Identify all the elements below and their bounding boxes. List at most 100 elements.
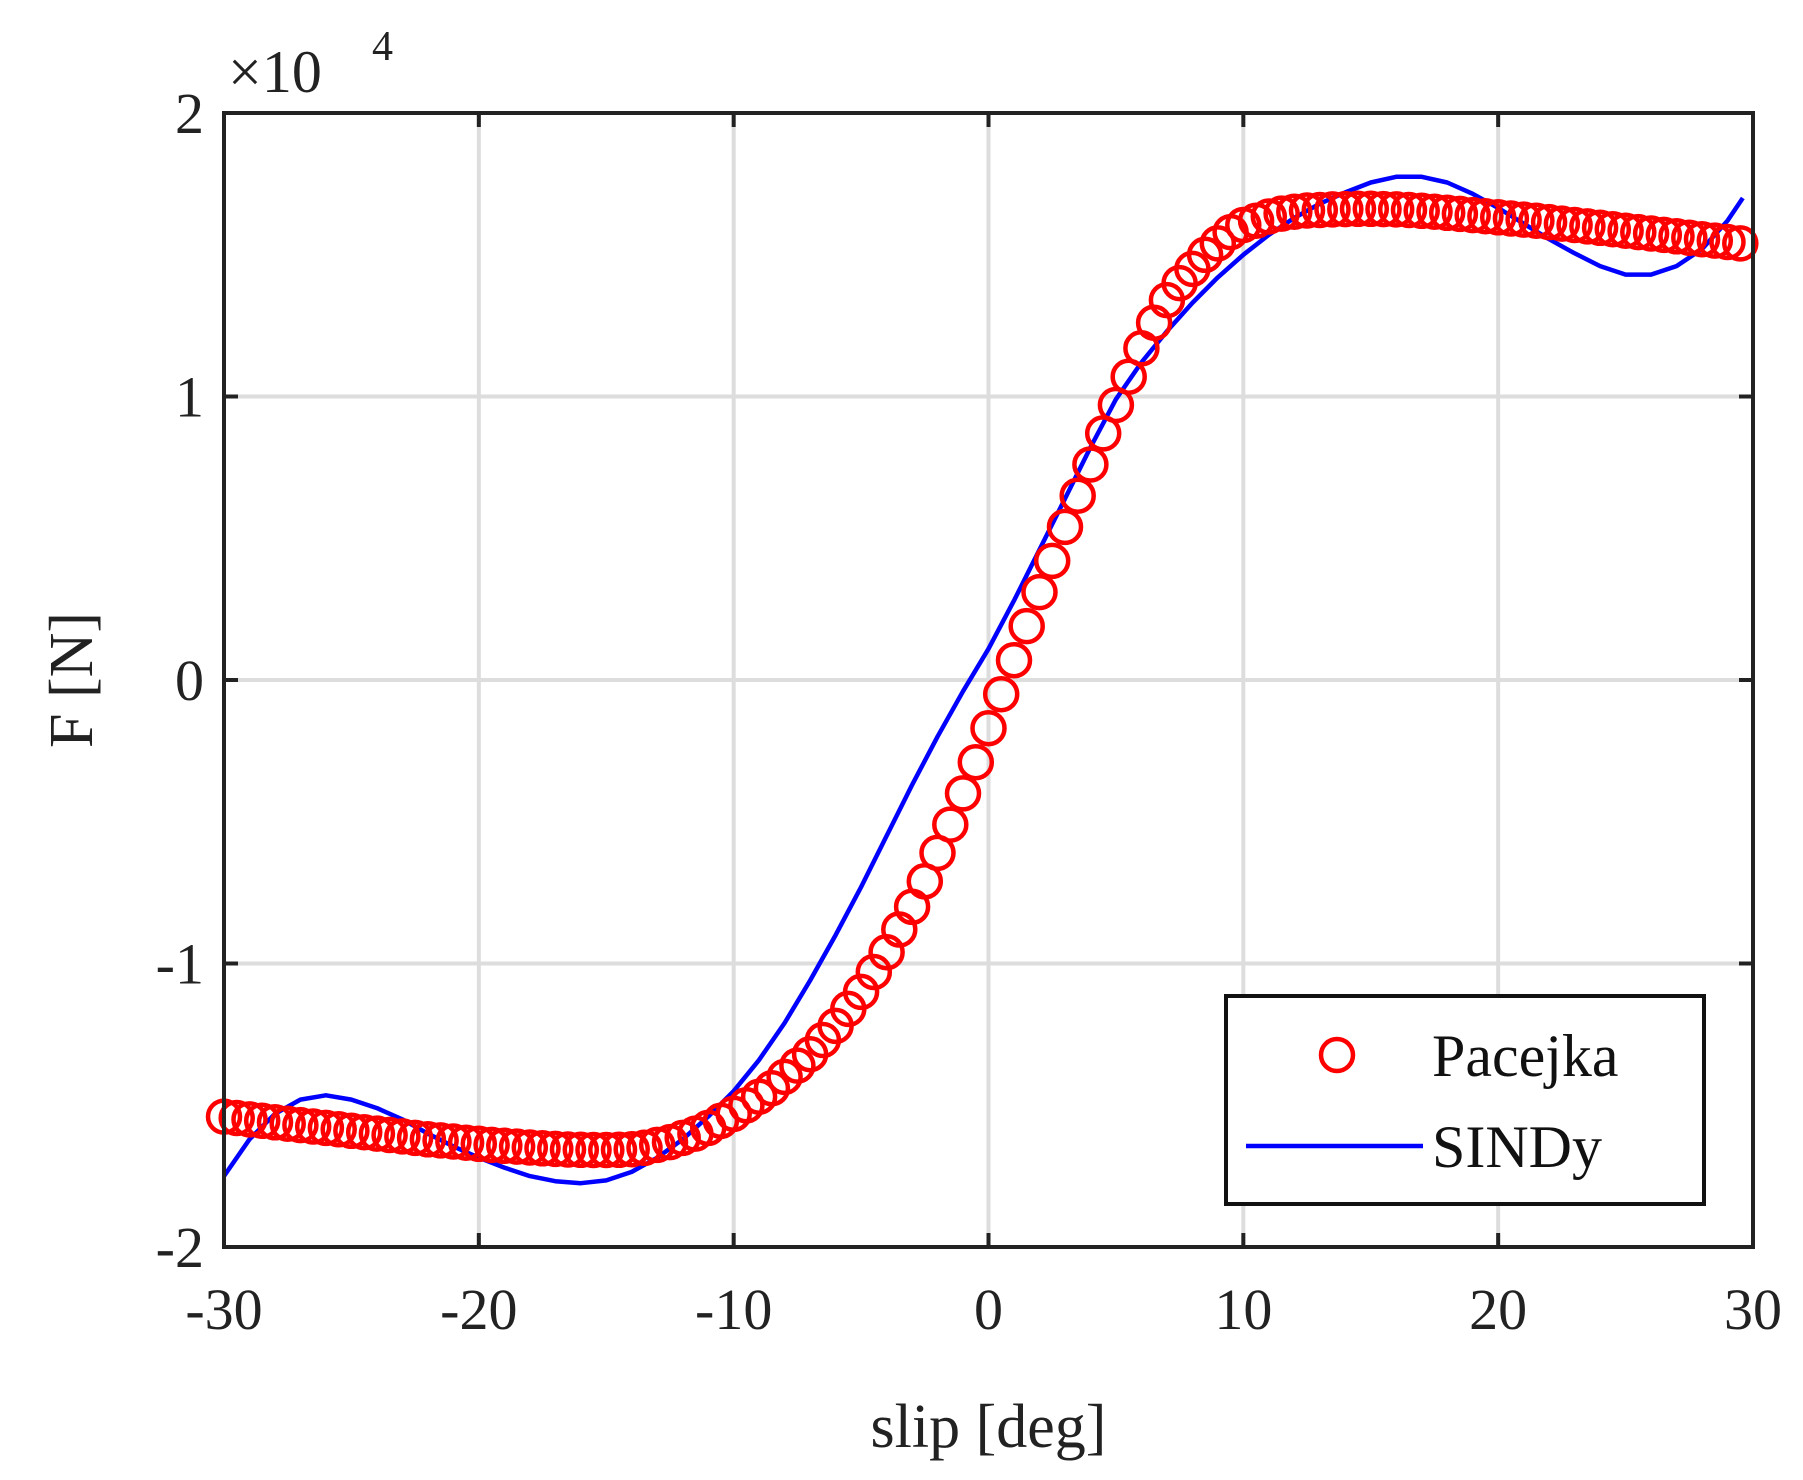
pacejka-point-88 xyxy=(1327,190,1364,228)
pacejka-point-119 xyxy=(1722,225,1759,262)
pacejka-point-16 xyxy=(409,1121,447,1158)
pacejka-point-104 xyxy=(1530,203,1568,241)
y-tick-label-2: 0 xyxy=(175,648,204,713)
pacejka-point-26 xyxy=(537,1130,574,1168)
pacejka-point-8 xyxy=(307,1109,345,1147)
pacejka-point-17 xyxy=(422,1122,459,1159)
pacejka-point-45 xyxy=(779,1047,816,1084)
pacejka-point-105 xyxy=(1543,205,1581,242)
pacejka-point-6 xyxy=(282,1106,319,1144)
pacejka-point-106 xyxy=(1556,206,1593,244)
pacejka-point-65 xyxy=(1033,542,1071,580)
pacejka-point-112 xyxy=(1632,215,1670,252)
y-exponent-base: ×10 xyxy=(228,39,322,105)
pacejka-point-24 xyxy=(511,1129,549,1166)
pacejka-point-3 xyxy=(243,1102,281,1140)
x-tick-label-0: -30 xyxy=(185,1277,262,1342)
series-layer xyxy=(205,174,1759,1186)
pacejka-point-116 xyxy=(1683,220,1721,258)
pacejka-point-68 xyxy=(1072,446,1109,483)
pacejka-point-31 xyxy=(600,1131,638,1169)
pacejka-point-117 xyxy=(1696,222,1734,259)
pacejka-point-22 xyxy=(486,1127,523,1165)
pacejka-point-98 xyxy=(1454,196,1491,234)
y-exponent-power: 4 xyxy=(372,24,393,70)
pacejka-point-114 xyxy=(1658,218,1695,255)
pacejka-point-63 xyxy=(1008,607,1045,645)
pacejka-point-108 xyxy=(1581,209,1619,247)
pacejka-point-21 xyxy=(473,1126,510,1164)
pacejka-point-96 xyxy=(1428,194,1466,232)
pacejka-point-34 xyxy=(638,1126,676,1164)
pacejka-point-60 xyxy=(970,709,1007,747)
pacejka-point-2 xyxy=(231,1101,268,1138)
pacejka-point-59 xyxy=(957,743,995,781)
pacejka-point-102 xyxy=(1505,201,1542,238)
plot-area xyxy=(205,174,1759,1186)
pacejka-point-61 xyxy=(982,675,1020,713)
pacejka-point-89 xyxy=(1339,190,1377,228)
pacejka-point-18 xyxy=(435,1123,472,1160)
pacejka-point-84 xyxy=(1276,193,1313,230)
pacejka-point-97 xyxy=(1441,195,1479,233)
pacejka-point-107 xyxy=(1569,208,1606,245)
legend: Pacejka SINDy xyxy=(1224,994,1706,1206)
legend-marker-pacejka xyxy=(1318,1036,1356,1074)
pacejka-point-13 xyxy=(371,1116,408,1154)
pacejka-point-29 xyxy=(575,1131,612,1169)
grid-lines xyxy=(224,113,1753,1247)
pacejka-point-87 xyxy=(1314,191,1351,228)
y-exponent-multiplier: ×10 4 xyxy=(228,24,393,105)
y-tick-label-0: -2 xyxy=(156,1215,204,1280)
pacejka-point-109 xyxy=(1594,210,1632,248)
x-tick-label-6: 30 xyxy=(1724,1277,1782,1342)
pacejka-point-78 xyxy=(1199,225,1237,262)
x-tick-label-3: 0 xyxy=(974,1277,1003,1342)
pacejka-point-28 xyxy=(562,1131,600,1169)
pacejka-point-5 xyxy=(269,1105,306,1142)
pacejka-point-85 xyxy=(1288,192,1326,229)
pacejka-point-113 xyxy=(1645,216,1683,254)
pacejka-point-118 xyxy=(1709,223,1746,261)
pacejka-point-91 xyxy=(1365,190,1402,228)
x-axis-label: slip [deg] xyxy=(871,1393,1107,1461)
pacejka-point-51 xyxy=(855,953,893,991)
pacejka-point-30 xyxy=(588,1131,625,1169)
x-tick-label-5: 20 xyxy=(1469,1277,1527,1342)
pacejka-point-82 xyxy=(1250,198,1288,235)
pacejka-point-11 xyxy=(345,1113,383,1151)
pacejka-point-27 xyxy=(549,1131,587,1168)
pacejka-point-62 xyxy=(995,641,1033,679)
x-tick-label-2: -10 xyxy=(695,1277,772,1342)
pacejka-point-1 xyxy=(218,1099,255,1137)
pacejka-point-14 xyxy=(384,1118,421,1155)
pacejka-point-101 xyxy=(1492,200,1530,237)
pacejka-point-57 xyxy=(932,806,969,843)
pacejka-point-25 xyxy=(524,1130,561,1167)
pacejka-point-64 xyxy=(1021,573,1058,611)
pacejka-point-67 xyxy=(1059,477,1096,514)
pacejka-point-15 xyxy=(396,1119,434,1157)
pacejka-point-95 xyxy=(1416,193,1453,230)
y-axis-label: F [N] xyxy=(38,612,106,748)
pacejka-point-92 xyxy=(1377,191,1415,228)
y-tick-label-4: 2 xyxy=(175,81,204,146)
x-tick-label-1: -20 xyxy=(440,1277,517,1342)
pacejka-point-111 xyxy=(1620,213,1657,251)
pacejka-point-110 xyxy=(1607,212,1644,249)
pacejka-point-94 xyxy=(1403,192,1440,230)
pacejka-point-86 xyxy=(1301,191,1339,229)
legend-label-pacejka: Pacejka xyxy=(1432,1023,1619,1089)
pacejka-point-66 xyxy=(1046,508,1084,546)
pacejka-point-19 xyxy=(447,1124,485,1161)
legend-box xyxy=(1224,994,1706,1206)
pacejka-point-83 xyxy=(1263,195,1300,232)
pacejka-point-10 xyxy=(333,1112,370,1150)
pacejka-point-23 xyxy=(498,1128,536,1165)
pacejka-point-9 xyxy=(320,1111,357,1148)
pacejka-point-12 xyxy=(358,1115,396,1152)
pacejka-point-43 xyxy=(753,1069,791,1107)
pacejka-point-32 xyxy=(613,1130,650,1168)
pacejka-point-100 xyxy=(1479,199,1517,236)
